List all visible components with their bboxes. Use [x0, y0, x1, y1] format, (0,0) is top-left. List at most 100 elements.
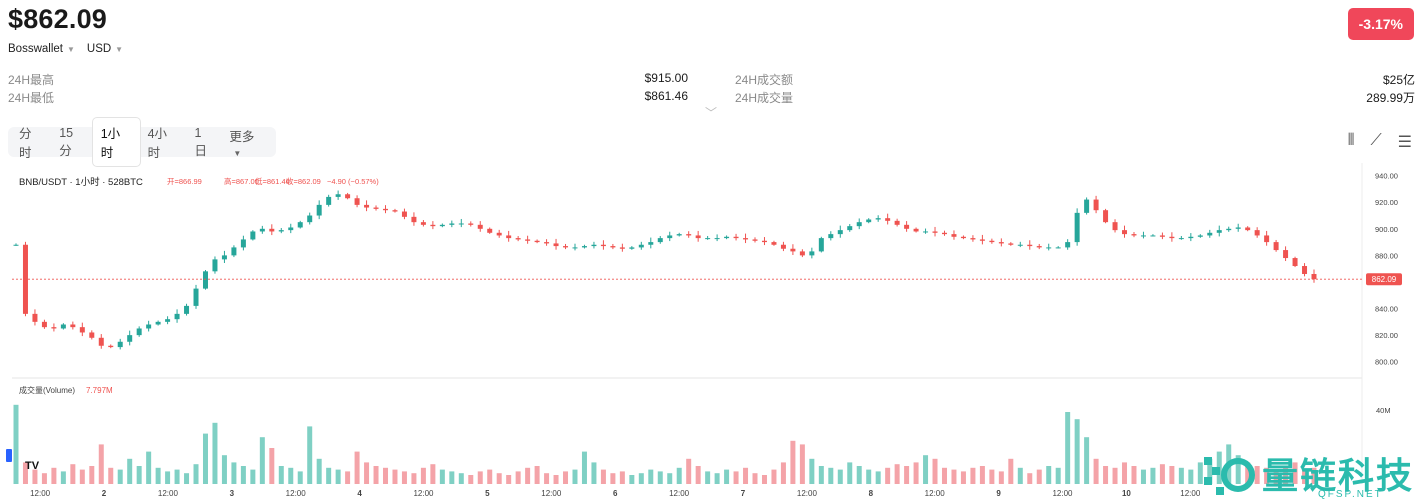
volume-bar — [98, 444, 104, 484]
volume-bar — [989, 469, 995, 484]
candle-body — [1150, 235, 1156, 237]
volume-bar — [60, 471, 66, 484]
indicator-icon[interactable]: ⟋ — [1370, 132, 1382, 149]
time-axis-tick: 12:00 — [158, 489, 179, 498]
candle-body — [146, 324, 152, 329]
candle-body — [1216, 230, 1222, 233]
legend-open: 开=866.99 — [167, 177, 202, 186]
volume-bar — [676, 467, 682, 484]
volume-bar — [1046, 466, 1052, 484]
volume-bar — [1188, 469, 1194, 484]
candle-body — [458, 223, 464, 225]
panel-toggle-icon[interactable] — [6, 449, 12, 462]
candle-body — [354, 198, 360, 205]
candle-body — [1103, 210, 1109, 223]
candle-body — [733, 236, 739, 239]
candle-body — [875, 218, 881, 220]
candle-body — [420, 222, 426, 225]
volume-bar — [174, 469, 180, 484]
candle-body — [1245, 227, 1251, 231]
volume-bar — [1074, 419, 1080, 484]
candle-body — [1084, 199, 1090, 213]
candle-body — [960, 236, 966, 239]
time-axis-tick: 12:00 — [925, 489, 946, 498]
tab-1d[interactable]: 1日 — [194, 125, 208, 158]
candle-body — [780, 244, 786, 249]
candle-body — [714, 238, 720, 240]
candle-body — [70, 324, 76, 328]
currency-selector[interactable]: USD ▼ — [87, 43, 123, 55]
volume-bar — [591, 462, 597, 484]
candle-body — [1055, 247, 1061, 249]
volume-bar — [743, 467, 749, 484]
candle-body — [127, 335, 133, 342]
volume-bar — [1131, 466, 1137, 484]
low-value: $861.46 — [644, 89, 688, 103]
settings-icon[interactable]: ☰ — [1397, 134, 1412, 151]
candle-body — [41, 321, 47, 328]
candle-body — [1292, 258, 1298, 267]
volume-bar — [401, 471, 407, 484]
candle-body — [345, 194, 351, 199]
volume-bar — [354, 451, 360, 484]
price-axis-tick: 800.00 — [1375, 358, 1398, 367]
volume-bar — [326, 467, 332, 484]
volume-bar — [714, 473, 720, 484]
candlestick-icon[interactable]: ⫴ — [1347, 132, 1355, 149]
volume-bar — [316, 458, 322, 484]
candle-body — [411, 216, 417, 223]
tab-1h[interactable]: 1小时 — [92, 118, 140, 166]
time-axis-tick: 8 — [869, 489, 874, 498]
candle-body — [1046, 247, 1052, 249]
tab-15m[interactable]: 15分 — [59, 125, 74, 158]
candle-body — [240, 239, 246, 248]
candle-body — [184, 305, 190, 314]
tab-more[interactable]: 更多 ▼ — [221, 121, 273, 164]
volume-bar — [487, 469, 493, 484]
candle-body — [108, 345, 114, 348]
candle-body — [1188, 236, 1194, 239]
volume-bar — [496, 473, 502, 484]
candle-body — [667, 235, 673, 239]
candle-body — [894, 220, 900, 225]
expand-chevron-icon[interactable]: ﹀ — [705, 106, 718, 120]
volume-bar — [581, 451, 587, 484]
watermark-title: 量链科技 — [1262, 455, 1415, 496]
candle-body — [89, 332, 95, 338]
volume-bar — [951, 469, 957, 484]
volume-bar — [335, 469, 341, 484]
candle-body — [828, 234, 834, 239]
candle-body — [771, 242, 777, 245]
volume-bar — [477, 471, 483, 484]
volume-bar — [184, 473, 190, 484]
tab-time[interactable]: 分时 — [19, 127, 32, 160]
volume-bar — [117, 469, 123, 484]
candle-body — [98, 337, 104, 346]
candle-body — [174, 313, 180, 320]
volume-bar — [32, 469, 38, 484]
volume-bar — [1065, 412, 1071, 484]
candle-body — [1036, 246, 1042, 248]
candle-body — [572, 247, 578, 249]
volume-bar — [790, 440, 796, 484]
candle-body — [506, 235, 512, 239]
time-axis-tick: 9 — [996, 489, 1001, 498]
volume-bar — [809, 458, 815, 484]
tab-4h[interactable]: 4小时 — [147, 127, 168, 160]
candle-body — [259, 228, 265, 232]
candle-body — [809, 251, 815, 256]
volume-bar — [932, 458, 938, 484]
volume-bar — [572, 469, 578, 484]
candle-body — [799, 251, 805, 256]
wallet-selector[interactable]: Bosswallet ▼ — [8, 43, 75, 55]
currency-label: USD — [86, 43, 112, 55]
time-axis-tick: 10 — [1122, 489, 1131, 498]
time-axis-tick: 12:00 — [286, 489, 307, 498]
price-axis-tick: 840.00 — [1375, 305, 1398, 314]
volume-bar — [89, 466, 95, 484]
volume-bar — [780, 462, 786, 484]
candle-body — [515, 238, 521, 240]
volume-bar — [1122, 462, 1128, 484]
volume-bar — [240, 466, 246, 484]
